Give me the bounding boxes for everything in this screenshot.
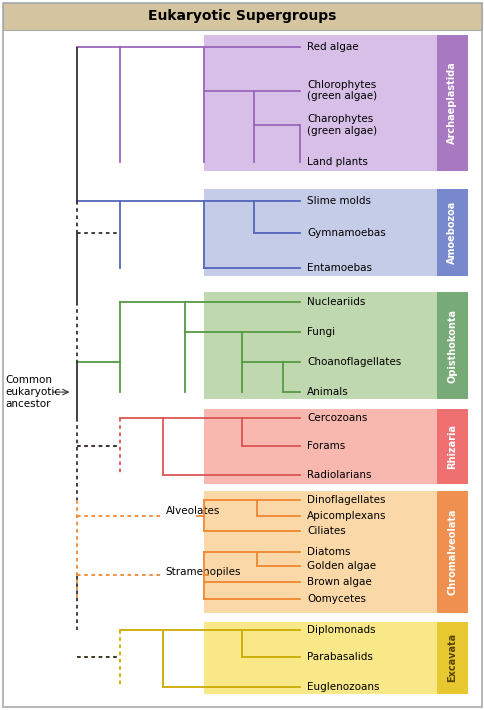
Text: Eukaryotic Supergroups: Eukaryotic Supergroups	[148, 9, 336, 23]
Text: Fungi: Fungi	[306, 327, 334, 337]
Text: Opisthokonta: Opisthokonta	[446, 309, 456, 383]
Text: Amoebozoa: Amoebozoa	[446, 201, 456, 264]
Text: Choanoflagellates: Choanoflagellates	[306, 357, 401, 367]
Text: Dinoflagellates: Dinoflagellates	[306, 495, 385, 506]
Text: Oomycetes: Oomycetes	[306, 594, 365, 604]
Text: Brown algae: Brown algae	[306, 577, 371, 587]
Bar	[3, 3, 481, 707]
Text: Common
eukaryotic
ancestor: Common eukaryotic ancestor	[5, 376, 60, 409]
Text: Animals: Animals	[306, 387, 348, 397]
Bar	[204, 622, 436, 694]
Text: Slime molds: Slime molds	[306, 195, 370, 205]
Text: Apicomplexans: Apicomplexans	[306, 510, 386, 520]
Text: Excavata: Excavata	[446, 633, 456, 682]
Text: Chromalveolata: Chromalveolata	[446, 509, 456, 596]
Text: Cercozoans: Cercozoans	[306, 413, 367, 423]
Bar	[436, 190, 467, 276]
Bar	[204, 491, 436, 613]
Text: Golden algae: Golden algae	[306, 562, 376, 572]
Text: Rhizaria: Rhizaria	[446, 424, 456, 469]
Bar	[204, 190, 436, 276]
Text: Nucleariids: Nucleariids	[306, 297, 365, 307]
Bar	[204, 410, 436, 484]
Text: Charophytes
(green algae): Charophytes (green algae)	[306, 114, 377, 136]
Text: Forams: Forams	[306, 442, 345, 452]
Text: Stramenopiles: Stramenopiles	[166, 567, 241, 577]
Text: Parabasalids: Parabasalids	[306, 652, 372, 662]
Bar	[204, 292, 436, 400]
Text: Alveolates: Alveolates	[166, 506, 220, 515]
Bar	[436, 35, 467, 171]
Text: Radiolarians: Radiolarians	[306, 471, 371, 481]
Text: Red algae: Red algae	[306, 43, 358, 53]
Bar	[436, 292, 467, 400]
Bar	[204, 35, 436, 171]
Bar	[436, 622, 467, 694]
Text: Diatoms: Diatoms	[306, 547, 350, 557]
Text: Entamoebas: Entamoebas	[306, 263, 371, 273]
Text: Archaeplastida: Archaeplastida	[446, 62, 456, 144]
Text: Euglenozoans: Euglenozoans	[306, 682, 379, 692]
Bar	[3, 3, 481, 30]
Text: Land plants: Land plants	[306, 157, 367, 167]
Bar	[436, 491, 467, 613]
Text: Chlorophytes
(green algae): Chlorophytes (green algae)	[306, 80, 377, 102]
Text: Ciliates: Ciliates	[306, 526, 345, 536]
Bar	[436, 410, 467, 484]
Text: Gymnamoebas: Gymnamoebas	[306, 228, 385, 238]
Text: Diplomonads: Diplomonads	[306, 625, 375, 635]
